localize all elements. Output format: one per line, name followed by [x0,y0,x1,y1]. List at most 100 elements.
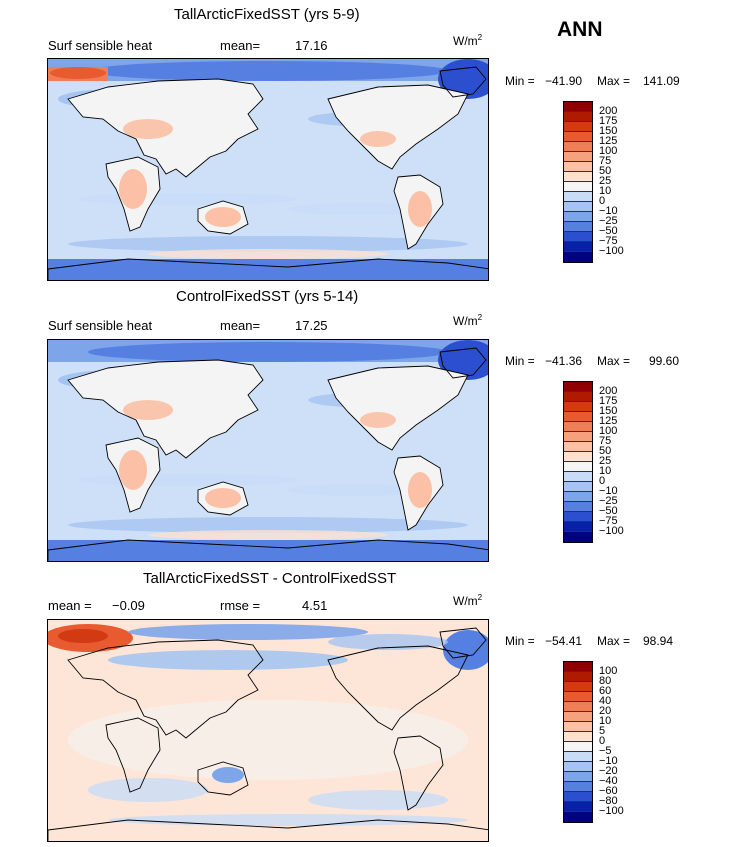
colorbar-swatch [564,142,592,152]
colorbar-swatch [564,252,592,262]
field-contour [360,412,396,428]
colorbar-tick-label: 175 [599,395,618,407]
colorbar-tick-label: 10 [599,185,612,197]
colorbar-swatch [564,492,592,502]
panel-1-min-value: −41.90 [545,74,583,88]
coastline [105,717,161,793]
field-contour [205,207,241,227]
panel-2-map [47,339,489,562]
panel-2-min-value: −41.36 [545,354,583,368]
colorbar-swatch [564,462,592,472]
field-contour [438,340,488,380]
coastline [439,347,487,379]
panel-2-variable-label: Surf sensible heat [48,318,153,333]
coastline [67,78,264,178]
coastline [393,735,444,811]
panel-1-mean-label: mean= [220,38,261,53]
panel-2-title: ControlFixedSST (yrs 5-14) [176,288,359,305]
colorbar-tick-label: −75 [599,515,618,527]
panel-1-variable-label: Surf sensible heat [48,38,153,53]
panel-3-max-label: Max = [597,634,631,648]
colorbar-swatch [564,762,592,772]
colorbar-tick-label: −40 [599,775,618,787]
colorbar-tick-label: 75 [599,435,612,447]
colorbar-swatch [564,532,592,542]
field-contour [50,67,106,79]
colorbar-tick-label: 100 [599,425,618,437]
colorbar-tick-label: −5 [599,745,612,757]
field-contour [88,342,448,362]
field-contour [360,131,396,147]
colorbar-swatch [564,702,592,712]
colorbar-tick-label: 0 [599,475,606,487]
colorbar-swatch [564,122,592,132]
colorbar-tick-label: 80 [599,675,612,687]
panel-2-min-label: Min = [505,354,535,368]
colorbar-tick-label: −50 [599,505,618,517]
coastline [105,156,161,232]
field-contour [108,814,468,826]
coastline [67,359,264,459]
panel-1-mean-value: 17.16 [295,38,328,53]
field-contour [88,61,448,81]
colorbar-swatch [564,132,592,142]
colorbar-swatch [564,682,592,692]
colorbar-tick-label: 0 [599,195,606,207]
field-contour [68,700,468,780]
colorbar-tick-label: 0 [599,735,606,747]
field-contour [78,193,298,205]
panel-1-map [47,58,489,281]
coastline [48,819,488,841]
colorbar-tick-label: −100 [599,525,624,537]
colorbar-tick-label: −20 [599,765,618,777]
field-contour [68,236,468,252]
colorbar-swatch [564,732,592,742]
colorbar-swatch [564,162,592,172]
field-contour [48,259,488,280]
panel-3-min-label: Min = [505,634,535,648]
panel-3-mean-value: −0.09 [112,598,145,613]
colorbar-swatch [564,752,592,762]
panel-1-title: TallArcticFixedSST (yrs 5-9) [174,6,360,23]
coastline [48,258,488,280]
panel-3-max-value: 98.94 [643,634,674,648]
coastline [197,761,249,796]
field-contour [123,119,173,139]
colorbar-tick-label: 25 [599,175,612,187]
coastline [327,645,469,731]
colorbar-swatch [564,712,592,722]
field-contour [408,472,432,508]
colorbar-tick-label: −60 [599,785,618,797]
coastline [393,174,444,250]
colorbar-swatch [564,722,592,732]
field-contour [108,650,348,670]
colorbar-swatch [564,232,592,242]
colorbar-tick-label: −80 [599,795,618,807]
colorbar-tick-label: 10 [599,715,612,727]
colorbar-tick-label: 150 [599,405,618,417]
panel-2-units: W/m2 [453,313,483,328]
colorbar-swatch [564,772,592,782]
colorbar-swatch [564,692,592,702]
colorbar-tick-label: 175 [599,115,618,127]
colorbar-tick-label: −75 [599,235,618,247]
colorbar-tick-label: 40 [599,695,612,707]
colorbar-swatch [564,242,592,252]
field-contour [212,767,244,783]
colorbar-tick-label: 100 [599,665,618,677]
colorbar-tick-label: −25 [599,495,618,507]
field-contour [123,400,173,420]
colorbar-tick-label: 5 [599,725,606,737]
colorbar-swatch [564,102,592,112]
panel-3-min-value: −54.41 [545,634,583,648]
coastline [67,639,264,739]
colorbar-swatch [564,412,592,422]
colorbar-swatch [564,472,592,482]
colorbar-swatch [564,512,592,522]
coastline [197,200,249,235]
colorbar-tick-label: 150 [599,125,618,137]
colorbar-swatch [564,482,592,492]
colorbar-swatch [564,222,592,232]
colorbar-swatch [564,392,592,402]
coastline [327,365,469,451]
